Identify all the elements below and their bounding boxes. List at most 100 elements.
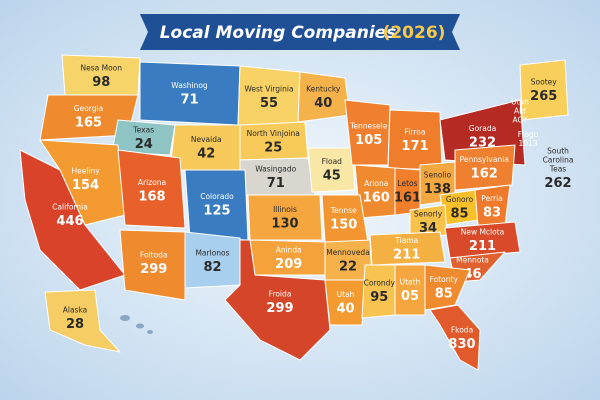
region-label: Marlonos [195, 248, 229, 257]
region-value: 105 [355, 133, 382, 148]
region-value: 211 [469, 239, 496, 254]
region-value: 209 [275, 257, 302, 272]
region-label: Letos [397, 179, 417, 188]
region-value: 446 [56, 214, 83, 229]
region-value: 42 [197, 147, 215, 162]
region [519, 59, 569, 121]
region-label: Heeliny [71, 167, 100, 176]
region-label: Teas [549, 165, 567, 174]
region-value: 130 [271, 217, 298, 232]
region-label: Firroa [405, 128, 426, 137]
region-label: Senorly [414, 210, 443, 219]
regions: Nesa Moon 98 Georgia 165 Washinog 71 West Virg… [19, 54, 574, 371]
region-value: 95 [370, 290, 388, 305]
region-value: 138 [424, 182, 451, 197]
region [119, 229, 186, 301]
region-label: Foltoda [140, 251, 168, 260]
region-label: Froida [269, 290, 292, 299]
region-value: 25 [264, 140, 282, 155]
region-label: Fotonty [430, 275, 459, 284]
region-value: 85 [435, 287, 453, 302]
region-value: 154 [72, 178, 99, 193]
region-label: Georgia [74, 104, 103, 113]
region [39, 139, 126, 226]
region-label: Utath [400, 278, 421, 287]
region-value: 71 [180, 92, 198, 107]
region-label: Alaska [63, 306, 88, 315]
region [424, 264, 471, 311]
region-label: South [547, 147, 569, 156]
region-label: Wasingado [255, 165, 296, 174]
region-value: 85 [450, 207, 468, 222]
region-label: Colorado [200, 192, 234, 201]
region-value: 28 [66, 317, 84, 332]
region-label: Kentucky [306, 84, 341, 93]
region-label: Utah [511, 98, 529, 107]
region-value: 71 [267, 176, 285, 191]
region-label: Gonoro [446, 195, 474, 204]
region-label: Texas [132, 126, 154, 135]
region-value: 262 [544, 176, 571, 191]
region-label: Frogo [518, 130, 539, 139]
region-value: 22 [339, 260, 357, 275]
region-label: Corondy [364, 278, 396, 287]
region [117, 149, 186, 229]
region-label: Gorada [469, 124, 496, 133]
region [369, 231, 446, 266]
region-label: 1013 [518, 139, 537, 148]
region-value: 162 [471, 167, 498, 182]
region-label: Tennesele [349, 121, 388, 130]
region-label: New Mclota [461, 228, 505, 237]
region-value: 299 [266, 301, 293, 316]
region-label: Utah [337, 290, 355, 299]
region [324, 279, 366, 326]
region-value: 05 [401, 289, 419, 304]
region [307, 147, 356, 193]
region [247, 194, 323, 241]
region [394, 264, 426, 316]
region-label: Arizona [138, 178, 166, 187]
region-value: 232 [469, 135, 496, 150]
region-label: Carolina [543, 156, 574, 165]
region [44, 289, 121, 353]
region-value: 265 [530, 89, 557, 104]
region-label: Nesa Moon [80, 63, 122, 72]
region-label: Ald [514, 107, 526, 116]
region-value: 82 [203, 260, 221, 275]
region-label: Mennota [456, 256, 489, 265]
region-value: 40 [336, 302, 354, 317]
region-value: 45 [323, 169, 341, 184]
islands [120, 315, 153, 334]
region-value: 165 [75, 115, 102, 130]
region-value: 161 [394, 190, 421, 205]
region-label: Washinog [171, 81, 208, 90]
region-label: Ariona [364, 179, 388, 188]
region [19, 149, 126, 291]
region-label: Nevaida [191, 135, 222, 144]
region-value: 98 [92, 75, 110, 90]
region-label: AGY [512, 116, 527, 125]
region-label: Mennoveda [326, 248, 370, 257]
region [111, 119, 176, 156]
region-label: Tennse [330, 206, 357, 215]
region-value: 160 [363, 191, 390, 206]
region-label: Tiama [394, 236, 418, 245]
region-value: 40 [314, 96, 332, 111]
region [224, 239, 331, 361]
region-value: 55 [260, 96, 278, 111]
region-label: Fkoda [451, 326, 473, 335]
region-value: 150 [330, 218, 357, 233]
region-value: 299 [140, 262, 167, 277]
region-label: North Vinjoina [247, 129, 300, 138]
region-value: 125 [203, 204, 230, 219]
region [429, 304, 481, 371]
region-value: 211 [393, 248, 420, 263]
region-value: 830 [448, 337, 475, 352]
region-label: Sootey [531, 78, 557, 87]
region-label: Senolio [424, 171, 452, 180]
region-value: 168 [138, 189, 165, 204]
region-label: Illinois [273, 205, 297, 214]
region-label: Fload [322, 157, 343, 166]
